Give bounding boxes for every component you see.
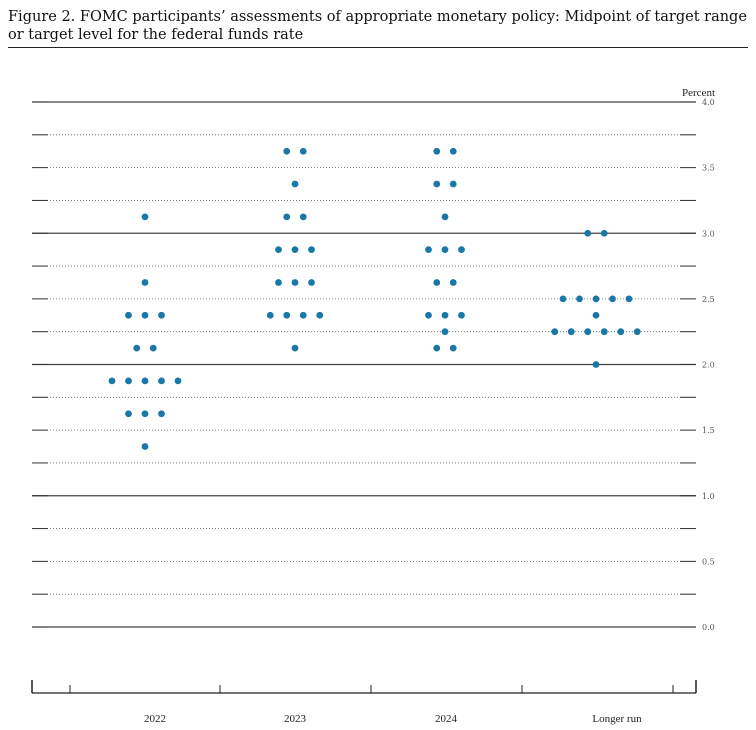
dot-2023 — [299, 147, 307, 155]
dot-2023 — [275, 279, 282, 286]
dot-2023 — [299, 311, 307, 319]
y-tick-label: 1.0 — [702, 492, 715, 501]
dot-2024 — [449, 147, 457, 155]
dot-2023 — [275, 246, 282, 254]
dot-2022 — [141, 410, 149, 418]
dot-2024 — [449, 344, 457, 352]
dot-2022 — [141, 443, 149, 450]
dot-2022 — [108, 377, 116, 385]
dot-2022 — [158, 410, 165, 418]
dot-2022 — [125, 311, 132, 319]
figure-title: Figure 2. FOMC participants’ assessments… — [8, 9, 747, 43]
dot-longer-run — [584, 229, 592, 237]
dot-longer-run — [567, 328, 575, 336]
dot-2023 — [283, 147, 291, 155]
dot-2024 — [441, 311, 449, 319]
y-axis-label: Percent — [682, 87, 715, 99]
dot-2023 — [299, 213, 307, 221]
dot-2023 — [283, 213, 291, 221]
dot-longer-run — [592, 361, 600, 368]
dot-longer-run — [584, 328, 592, 336]
y-tick-label: 3.5 — [702, 164, 715, 173]
dot-2022 — [141, 213, 149, 221]
dot-2024 — [449, 180, 457, 188]
dot-2023 — [283, 311, 291, 319]
dot-2024 — [433, 147, 441, 155]
y-tick-label: 2.5 — [702, 295, 715, 304]
dot-2024 — [441, 246, 449, 254]
dot-2023 — [291, 180, 299, 188]
dot-2022 — [158, 311, 165, 319]
dot-2024 — [433, 344, 441, 352]
dot-2023 — [308, 246, 315, 254]
dot-2024 — [449, 279, 457, 286]
dot-2022 — [125, 410, 132, 418]
dot-2022 — [141, 377, 149, 385]
dot-longer-run — [592, 295, 600, 303]
dot-2024 — [425, 246, 432, 254]
dot-2024 — [441, 328, 449, 336]
y-tick-label: 3.0 — [702, 229, 715, 238]
dot-longer-run — [600, 328, 608, 336]
dot-2024 — [441, 213, 449, 221]
x-category-label: 2022 — [144, 713, 166, 725]
y-tick-label: 0.0 — [702, 623, 715, 632]
dot-longer-run — [617, 328, 625, 336]
dot-longer-run — [592, 311, 600, 319]
title-rule — [8, 47, 748, 48]
dot-2023 — [291, 279, 299, 286]
dot-2023 — [291, 344, 299, 352]
dot-2022 — [158, 377, 165, 385]
dot-2024 — [458, 311, 465, 319]
dot-2023 — [291, 246, 299, 254]
dot-longer-run — [576, 295, 583, 303]
y-tick-label: 4.0 — [702, 98, 715, 107]
dot-2023 — [308, 279, 315, 286]
dot-longer-run — [633, 328, 641, 336]
dot-longer-run — [609, 295, 616, 303]
dot-2023 — [266, 311, 274, 319]
dot-longer-run — [625, 295, 633, 303]
x-category-label: Longer run — [592, 713, 642, 725]
y-tick-label: 0.5 — [702, 557, 715, 566]
dot-2022 — [141, 279, 149, 286]
x-category-label: 2023 — [284, 713, 307, 725]
dot-2024 — [458, 246, 465, 254]
dot-2022 — [133, 344, 141, 352]
dot-2024 — [433, 180, 441, 188]
dot-longer-run — [551, 328, 559, 336]
x-category-label: 2024 — [435, 713, 458, 725]
dot-2022 — [125, 377, 132, 385]
dot-2022 — [174, 377, 182, 385]
y-tick-label: 1.5 — [702, 426, 715, 435]
dot-2022 — [149, 344, 157, 352]
dot-2023 — [316, 311, 324, 319]
dot-longer-run — [559, 295, 567, 303]
dot-2024 — [425, 311, 432, 319]
dot-longer-run — [600, 229, 608, 237]
dot-2024 — [433, 279, 441, 286]
y-tick-label: 2.0 — [702, 361, 715, 370]
dot-2022 — [141, 311, 149, 319]
